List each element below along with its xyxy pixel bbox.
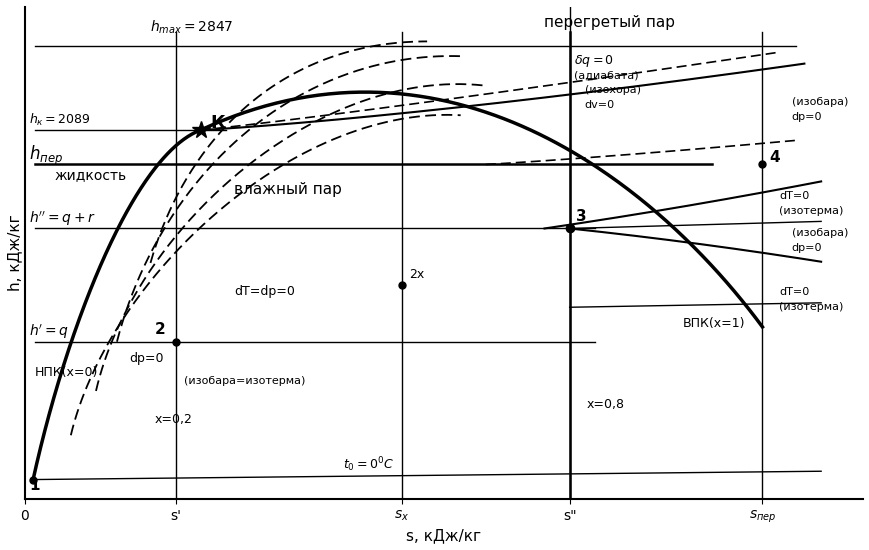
Text: dT=0: dT=0 — [779, 287, 808, 297]
Text: (изотерма): (изотерма) — [779, 206, 843, 216]
Text: dv=0: dv=0 — [584, 100, 614, 110]
Text: x=0,2: x=0,2 — [155, 413, 192, 426]
Text: перегретый пар: перегретый пар — [544, 15, 674, 30]
Text: ВПК(x=1): ВПК(x=1) — [682, 317, 745, 330]
Y-axis label: h, кДж/кг: h, кДж/кг — [7, 214, 22, 292]
Text: 2: 2 — [155, 322, 165, 337]
Text: 1: 1 — [29, 478, 39, 493]
Text: dT=dp=0: dT=dp=0 — [234, 285, 295, 298]
Text: dT=0: dT=0 — [779, 191, 808, 201]
Text: 4: 4 — [768, 150, 779, 165]
Text: $t_0=0^0C$: $t_0=0^0C$ — [343, 455, 394, 474]
Text: $h_к=2089$: $h_к=2089$ — [29, 112, 90, 128]
Text: dp=0: dp=0 — [129, 353, 164, 365]
Text: НПК(x=0): НПК(x=0) — [35, 366, 98, 379]
Text: $h_{пер}$: $h_{пер}$ — [29, 144, 63, 168]
Text: (адиабата): (адиабата) — [574, 70, 638, 80]
Text: dp=0: dp=0 — [791, 243, 821, 252]
Text: 3: 3 — [575, 209, 587, 224]
Text: $h''=q+r$: $h''=q+r$ — [29, 210, 96, 228]
Text: К: К — [210, 113, 225, 131]
X-axis label: s, кДж/кг: s, кДж/кг — [406, 528, 481, 543]
Text: (изохора): (изохора) — [584, 85, 640, 95]
Text: (изобара): (изобара) — [791, 97, 847, 107]
Text: (изобара=изотерма): (изобара=изотерма) — [184, 376, 305, 386]
Text: x=0,8: x=0,8 — [586, 398, 624, 411]
Text: (изобара): (изобара) — [791, 228, 847, 238]
Text: $h_{max}=2847$: $h_{max}=2847$ — [150, 19, 234, 36]
Text: $h'=q$: $h'=q$ — [29, 323, 70, 341]
Text: влажный пар: влажный пар — [234, 182, 342, 197]
Text: жидкость: жидкость — [54, 168, 126, 182]
Text: $\delta q=0$: $\delta q=0$ — [574, 53, 614, 69]
Text: (изотерма): (изотерма) — [779, 302, 843, 312]
Text: dp=0: dp=0 — [791, 112, 821, 122]
Text: 2x: 2x — [408, 268, 423, 280]
